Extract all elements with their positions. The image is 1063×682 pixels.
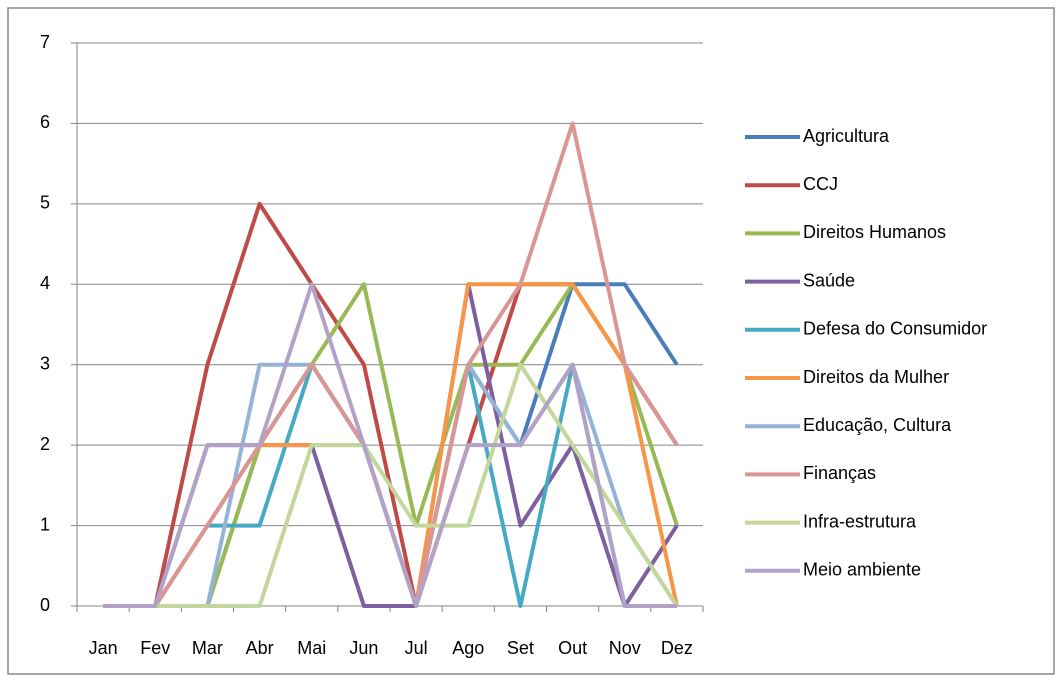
- series-line: [103, 362, 679, 608]
- x-tick-label: Set: [507, 638, 534, 658]
- x-tick-label: Jun: [349, 638, 378, 658]
- legend-label: Direitos da Mulher: [803, 367, 949, 387]
- legend-label: Direitos Humanos: [803, 222, 946, 242]
- x-tick-label: Ago: [452, 638, 484, 658]
- x-tick-label: Out: [558, 638, 587, 658]
- x-tick-label: Dez: [661, 638, 693, 658]
- legend-label: CCJ: [803, 174, 838, 194]
- x-tick-label: Nov: [609, 638, 641, 658]
- legend-label: Finanças: [803, 463, 876, 483]
- series-line: [103, 282, 677, 608]
- y-tick-label: 0: [40, 595, 50, 615]
- x-tick-label: Mai: [297, 638, 326, 658]
- x-tick-label: Mar: [192, 638, 223, 658]
- legend-label: Meio ambiente: [803, 560, 921, 580]
- y-tick-label: 2: [40, 434, 50, 454]
- y-tick-label: 3: [40, 353, 50, 373]
- legend-label: Infra-estrutura: [803, 511, 917, 531]
- y-tick-label: 6: [40, 112, 50, 132]
- x-tick-label: Fev: [140, 638, 170, 658]
- x-tick-label: Abr: [246, 638, 274, 658]
- legend-label: Defesa do Consumidor: [803, 319, 987, 339]
- y-tick-label: 7: [40, 32, 50, 52]
- y-tick-label: 5: [40, 193, 50, 213]
- x-tick-label: Jul: [405, 638, 428, 658]
- legend-label: Educação, Cultura: [803, 415, 952, 435]
- y-tick-label: 1: [40, 514, 50, 534]
- y-tick-label: 4: [40, 273, 50, 293]
- legend-label: Saúde: [803, 270, 855, 290]
- x-tick-label: Jan: [89, 638, 118, 658]
- legend-label: Agricultura: [803, 126, 890, 146]
